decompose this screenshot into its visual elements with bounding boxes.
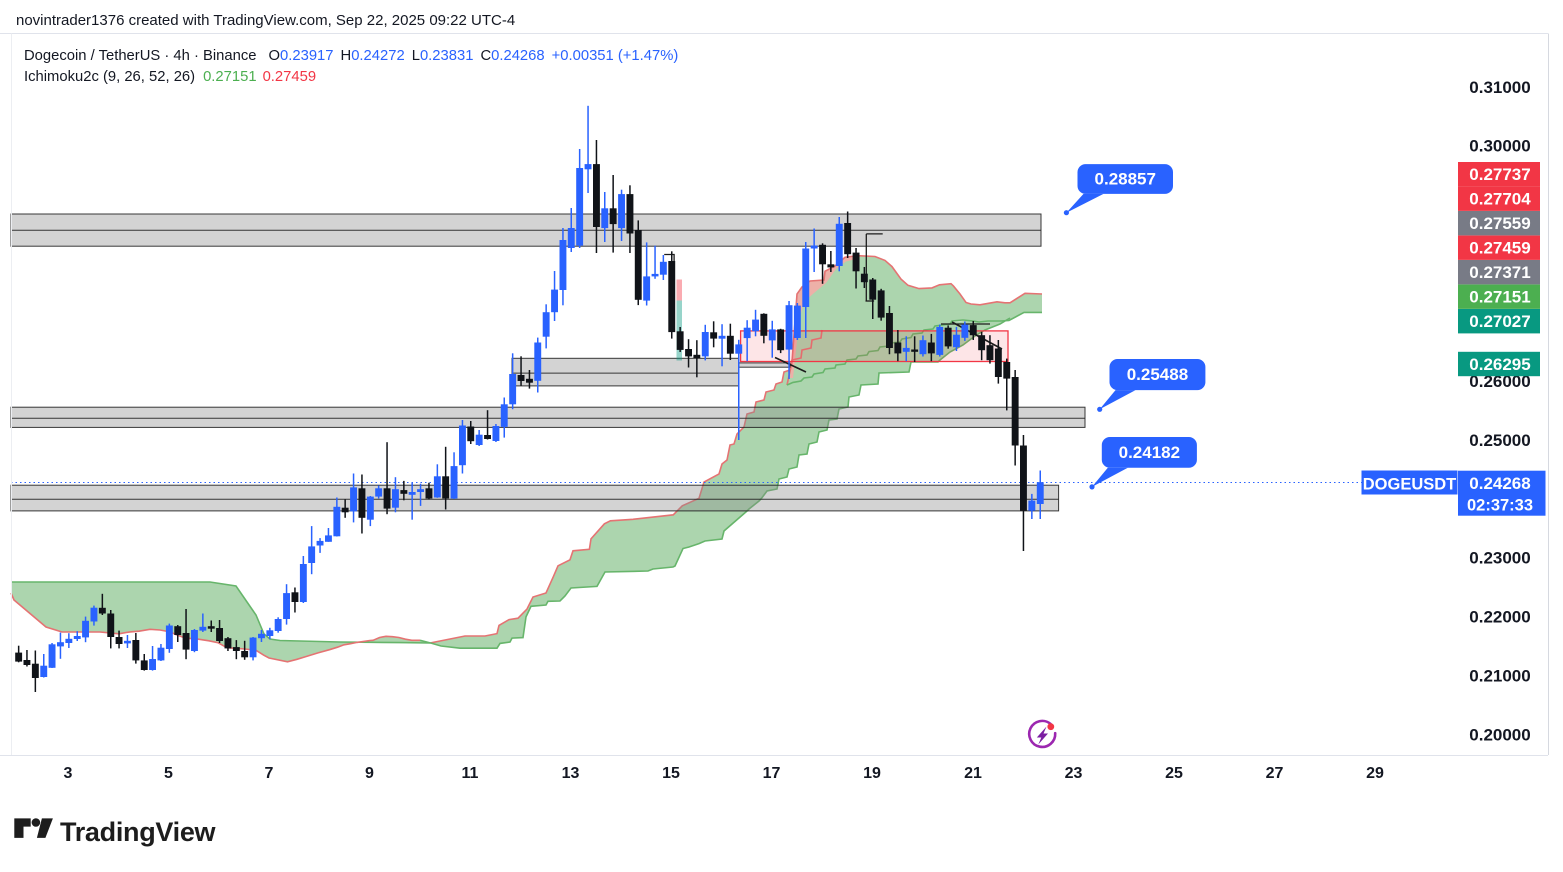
svg-text:27: 27 xyxy=(1266,765,1284,782)
svg-text:15: 15 xyxy=(662,765,680,782)
svg-text:Ichimoku2c (9, 26, 52, 26)0.27: Ichimoku2c (9, 26, 52, 26) 0.27151 0.27459 xyxy=(24,69,316,85)
svg-text:0.27559: 0.27559 xyxy=(1469,214,1530,233)
svg-text:0.27737: 0.27737 xyxy=(1469,165,1530,184)
svg-text:novintrader1376 created with T: novintrader1376 created with TradingView… xyxy=(16,12,515,29)
svg-text:DOGEUSDT: DOGEUSDT xyxy=(1363,476,1457,494)
svg-text:0.26000: 0.26000 xyxy=(1469,372,1530,391)
svg-text:0.26295: 0.26295 xyxy=(1469,355,1530,374)
svg-text:0.25488: 0.25488 xyxy=(1127,365,1188,384)
svg-text:21: 21 xyxy=(964,765,982,782)
svg-text:5: 5 xyxy=(164,765,173,782)
svg-text:3: 3 xyxy=(64,765,73,782)
svg-text:0.27459: 0.27459 xyxy=(1469,239,1530,258)
svg-text:0.20000: 0.20000 xyxy=(1469,725,1530,744)
svg-text:13: 13 xyxy=(562,765,580,782)
svg-text:9: 9 xyxy=(365,765,374,782)
svg-text:11: 11 xyxy=(462,765,479,782)
svg-text:0.24268: 0.24268 xyxy=(1469,474,1530,493)
svg-text:25: 25 xyxy=(1165,765,1183,782)
svg-text:7: 7 xyxy=(265,765,274,782)
svg-text:02:37:33: 02:37:33 xyxy=(1467,497,1533,515)
svg-text:0.27371: 0.27371 xyxy=(1469,263,1530,282)
svg-text:29: 29 xyxy=(1366,765,1384,782)
svg-text:0.27151: 0.27151 xyxy=(1469,288,1530,307)
svg-text:0.22000: 0.22000 xyxy=(1469,608,1530,627)
svg-text:0.23000: 0.23000 xyxy=(1469,549,1530,568)
svg-text:0.24182: 0.24182 xyxy=(1119,443,1180,462)
svg-text:19: 19 xyxy=(863,765,881,782)
svg-text:0.27027: 0.27027 xyxy=(1469,312,1530,331)
svg-text:0.27704: 0.27704 xyxy=(1469,190,1531,209)
svg-text:0.25000: 0.25000 xyxy=(1469,431,1530,450)
svg-text:TradingView: TradingView xyxy=(60,817,217,847)
svg-text:0.21000: 0.21000 xyxy=(1469,666,1530,685)
svg-text:0.30000: 0.30000 xyxy=(1469,137,1530,156)
svg-text:Dogecoin / TetherUS · 4h · Bin: Dogecoin / TetherUS · 4h · Binance O0.239… xyxy=(24,48,678,64)
svg-text:17: 17 xyxy=(763,765,781,782)
svg-text:0.28857: 0.28857 xyxy=(1095,170,1156,189)
svg-text:0.31000: 0.31000 xyxy=(1469,78,1530,97)
svg-text:23: 23 xyxy=(1065,765,1083,782)
